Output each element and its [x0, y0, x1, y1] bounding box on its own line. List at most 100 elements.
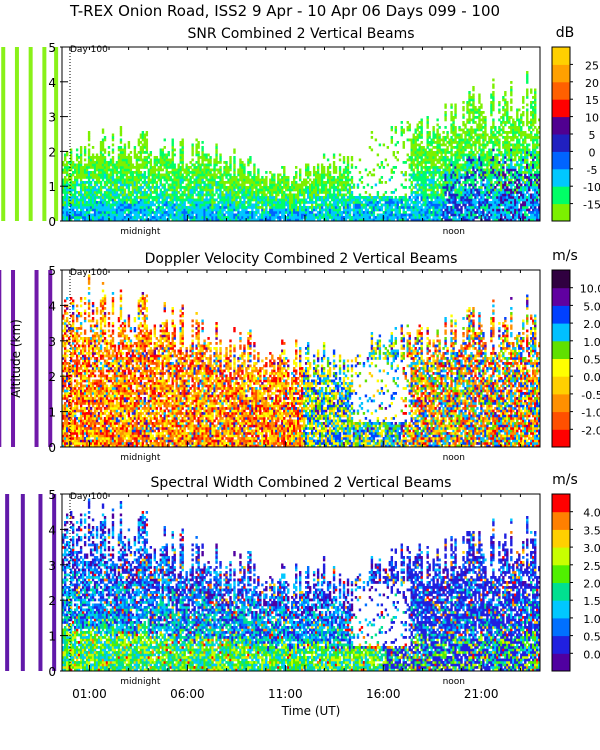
heatmap-cell: [142, 186, 144, 189]
heatmap-cell: [182, 151, 184, 154]
heatmap-cell: [229, 169, 231, 172]
heatmap-cell: [76, 181, 78, 184]
heatmap-cell: [80, 161, 82, 164]
heatmap-cell: [166, 199, 168, 202]
heatmap-cell: [82, 209, 84, 212]
heatmap-cell: [128, 146, 130, 149]
heatmap-cell: [84, 151, 86, 154]
heatmap-cell: [124, 189, 126, 192]
heatmap-cell: [209, 171, 211, 174]
heatmap-cell: [249, 161, 251, 164]
heatmap-cell: [243, 169, 245, 172]
heatmap-cell: [120, 129, 122, 132]
heatmap-cell: [104, 186, 106, 189]
heatmap-cell: [136, 161, 138, 164]
heatmap-cell: [140, 179, 142, 182]
heatmap-cell: [128, 186, 130, 189]
heatmap-cell: [172, 211, 174, 214]
heatmap-cell: [106, 171, 108, 174]
heatmap-cell: [219, 154, 221, 157]
heatmap-cell: [86, 169, 88, 172]
heatmap-cell: [199, 184, 201, 187]
heatmap-cell: [229, 166, 231, 169]
heatmap-cell: [195, 189, 197, 192]
heatmap-cell: [176, 189, 178, 192]
heatmap-cell: [209, 159, 211, 162]
heatmap-cell: [88, 144, 90, 147]
heatmap-cell: [182, 156, 184, 159]
heatmap-cell: [215, 199, 217, 202]
heatmap-cell: [182, 149, 184, 152]
heatmap-cell: [144, 189, 146, 192]
heatmap-cell: [148, 199, 150, 202]
heatmap-cell: [134, 151, 136, 154]
heatmap-cell: [233, 161, 235, 164]
chart-panel-1: SNR Combined 2 Vertical BeamsDay 1000123…: [0, 25, 600, 237]
heatmap-cell: [183, 191, 185, 194]
heatmap-cell: [243, 199, 245, 202]
heatmap-cell: [219, 169, 221, 172]
heatmap-cell: [146, 159, 148, 162]
heatmap-cell: [221, 211, 223, 214]
heatmap-cell: [124, 191, 126, 194]
heatmap-cell: [154, 166, 156, 169]
heatmap-cell: [257, 194, 259, 197]
heatmap-cell: [166, 169, 168, 172]
heatmap-cell: [136, 184, 138, 187]
heatmap-cell: [144, 171, 146, 174]
heatmap-cell: [112, 136, 114, 139]
heatmap-cell: [207, 154, 209, 157]
heatmap-cell: [108, 201, 110, 204]
heatmap-cell: [112, 139, 114, 142]
heatmap-cell: [124, 211, 126, 214]
heatmap-cell: [148, 156, 150, 159]
heatmap-cell: [215, 154, 217, 157]
heatmap-cell: [229, 161, 231, 164]
heatmap-cell: [112, 161, 114, 164]
heatmap-cell: [138, 214, 140, 217]
heatmap-cell: [215, 191, 217, 194]
heatmap-cell: [182, 144, 184, 147]
heatmap-cell: [201, 149, 203, 152]
heatmap-cell: [253, 171, 255, 174]
heatmap-cell: [241, 161, 243, 164]
heatmap-cell: [108, 151, 110, 154]
heatmap-cell: [191, 144, 193, 147]
heatmap-cell: [84, 199, 86, 202]
heatmap-cell: [140, 189, 142, 192]
heatmap-cell: [154, 204, 156, 207]
heatmap-cell: [148, 176, 150, 179]
panel-title: SNR Combined 2 Vertical Beams: [187, 26, 414, 42]
heatmap-cell: [80, 146, 82, 149]
heatmap-cell: [261, 206, 263, 209]
heatmap-cell: [112, 156, 114, 159]
heatmap-cell: [209, 156, 211, 159]
heatmap-cell: [233, 166, 235, 169]
heatmap-cell: [128, 154, 130, 157]
heatmap-cell: [120, 126, 122, 129]
heatmap-cell: [182, 161, 184, 164]
heatmap-cell: [90, 181, 92, 184]
heatmap-cell: [183, 204, 185, 207]
heatmap-cell: [195, 139, 197, 142]
heatmap-cell: [191, 196, 193, 199]
heatmap-cell: [178, 191, 180, 194]
heatmap-cell: [140, 184, 142, 187]
heatmap-cell: [249, 201, 251, 204]
heatmap-cell: [201, 146, 203, 149]
heatmap-cell: [150, 206, 152, 209]
heatmap-cell: [102, 144, 104, 147]
heatmap-cell: [158, 171, 160, 174]
heatmap-cell: [150, 194, 152, 197]
heatmap-cell: [251, 189, 253, 192]
heatmap-cell: [66, 206, 68, 209]
heatmap-cell: [233, 159, 235, 162]
heatmap-cell: [146, 144, 148, 147]
heatmap-cell: [215, 156, 217, 159]
heatmap-cell: [182, 146, 184, 149]
heatmap-cell: [201, 141, 203, 144]
heatmap-cell: [201, 179, 203, 182]
heatmap-cell: [223, 184, 225, 187]
heatmap-cell: [92, 159, 94, 162]
heatmap-cell: [215, 146, 217, 149]
